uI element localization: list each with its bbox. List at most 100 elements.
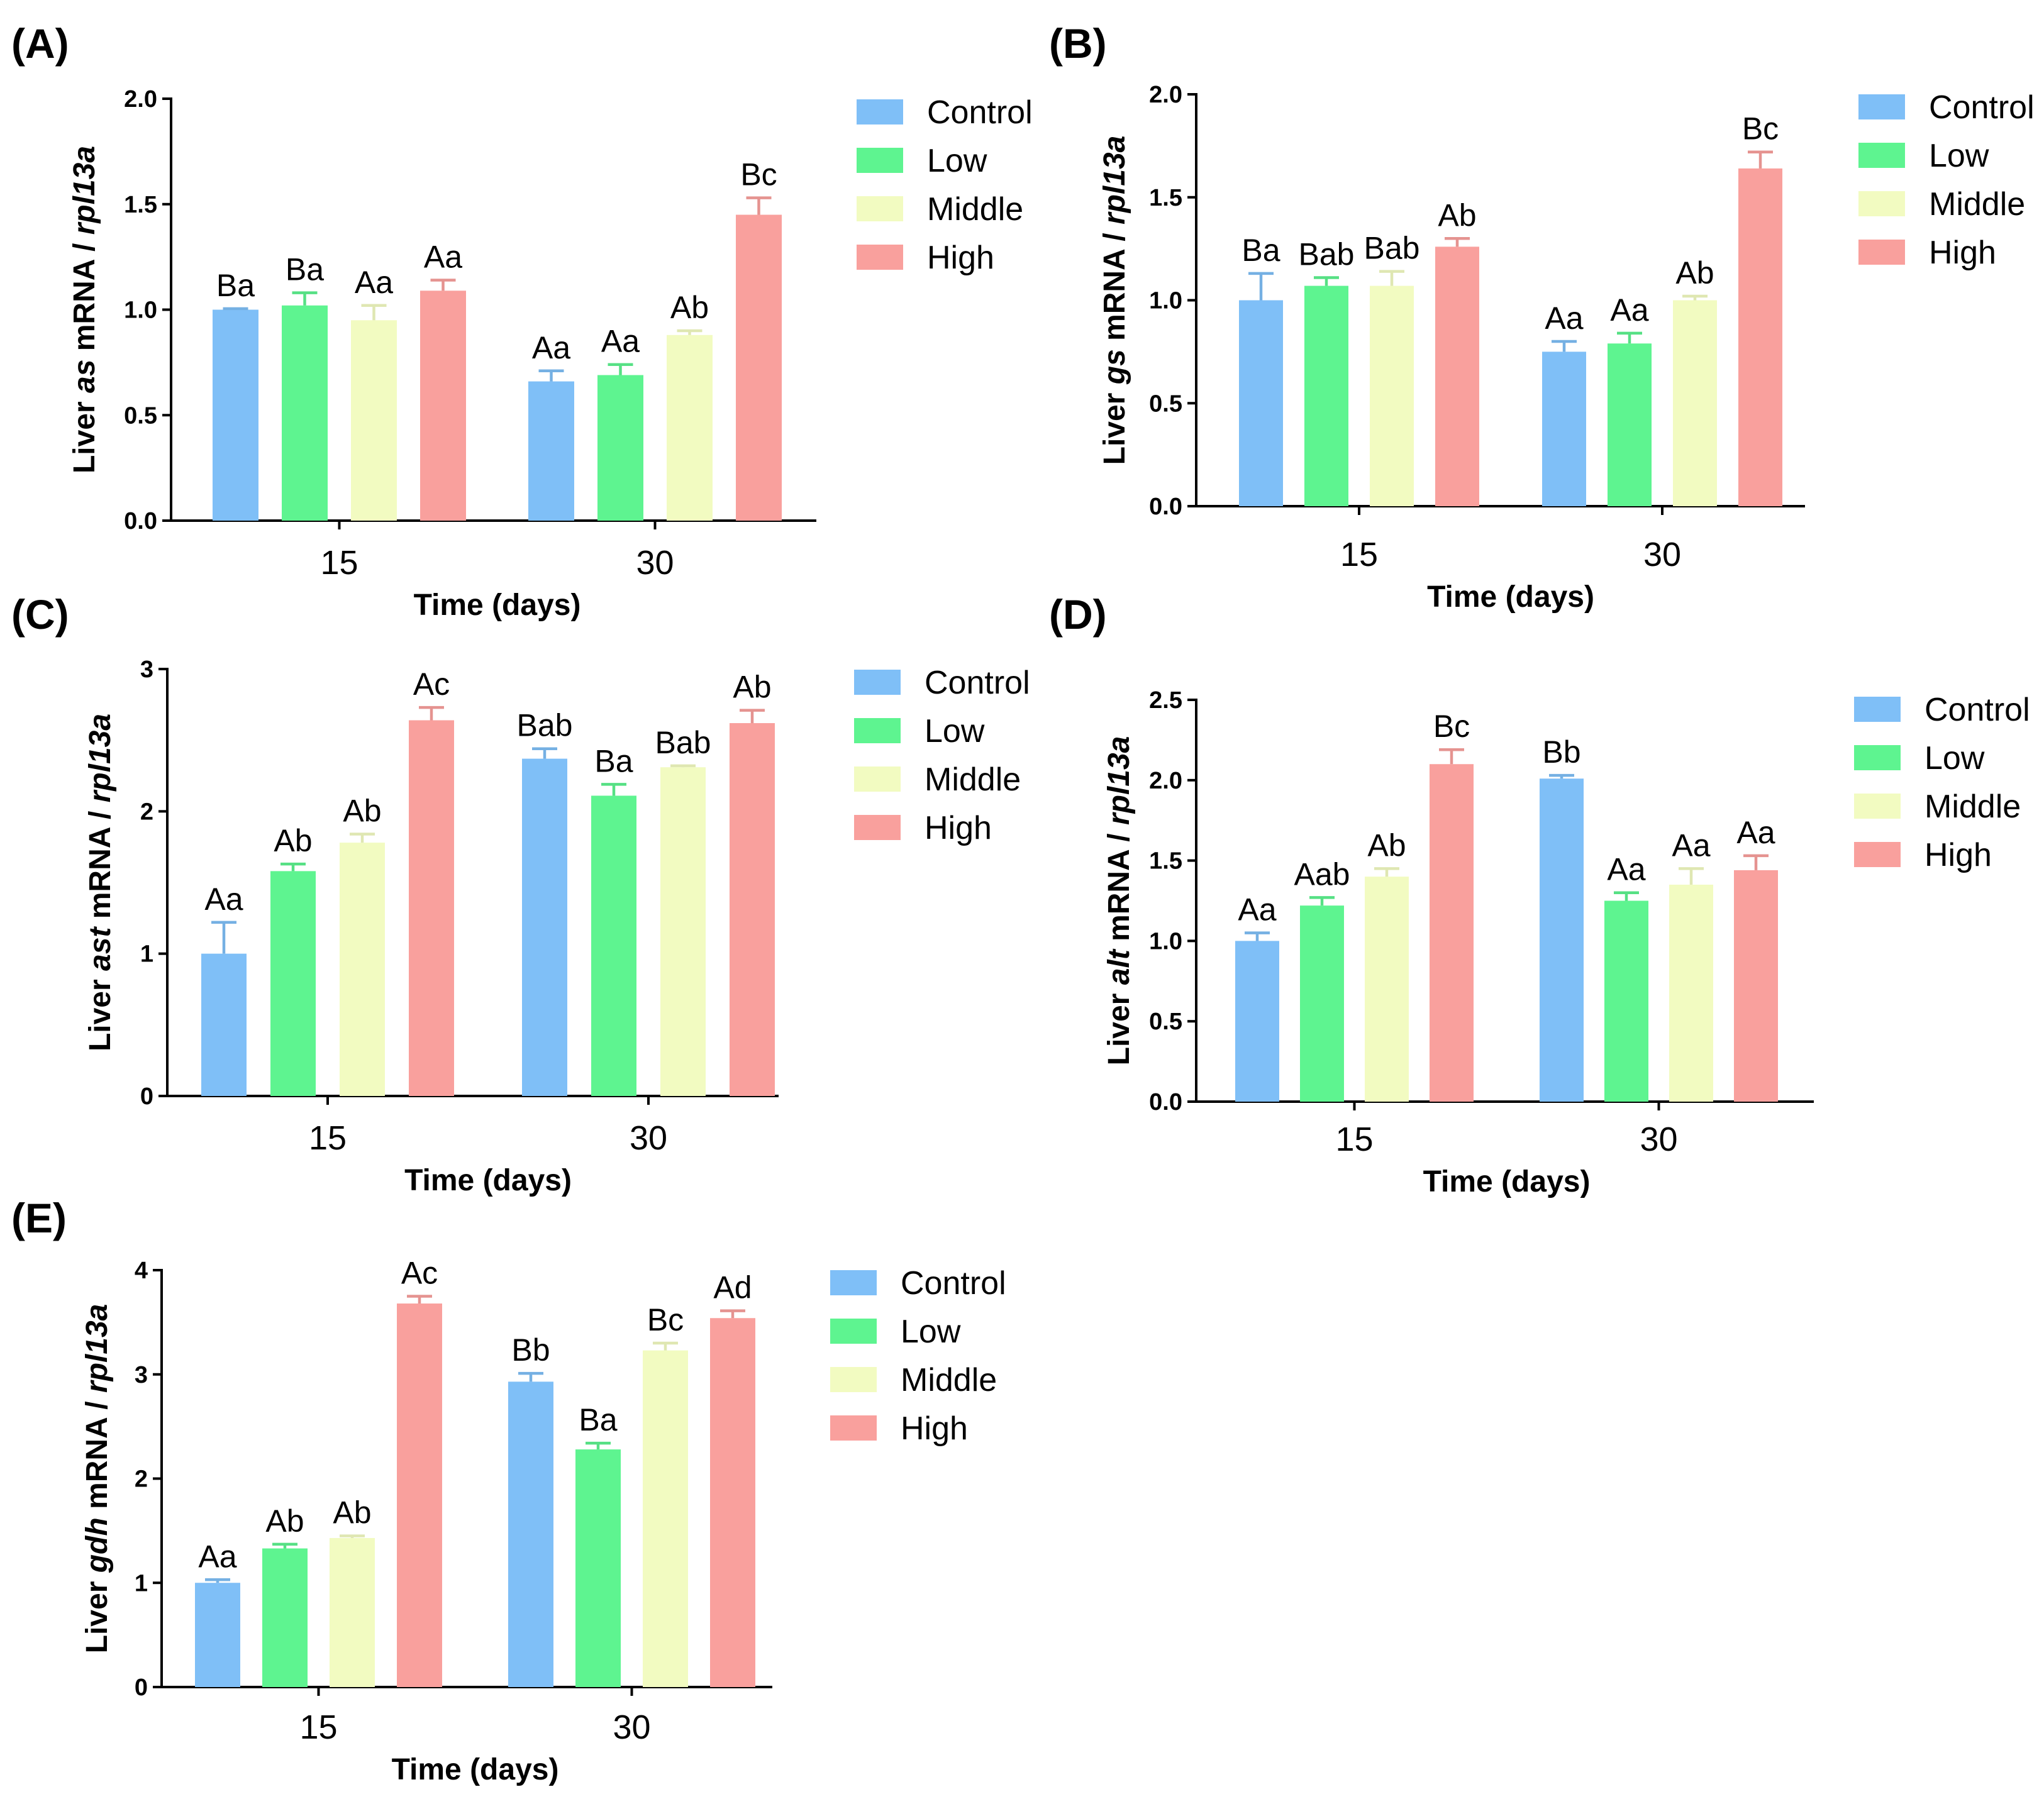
legend-label-control: Control xyxy=(1929,89,2035,126)
y-axis-title-reference: rpl13a xyxy=(1098,136,1131,224)
x-axis-title: Time (days) xyxy=(1427,580,1594,614)
legend-label-control: Control xyxy=(901,1265,1006,1302)
y-tick-label: 1 xyxy=(140,941,153,968)
y-tick-label: 2.0 xyxy=(1149,82,1182,108)
significance-label: Aa xyxy=(1607,852,1645,887)
significance-label: Aa xyxy=(601,324,640,359)
y-tick-label: 2.0 xyxy=(124,86,157,113)
x-tick-label: 15 xyxy=(299,1708,337,1746)
y-tick-label: 3 xyxy=(135,1362,148,1388)
bar-high-day-15 xyxy=(397,1303,442,1687)
legend-label-high: High xyxy=(1929,235,1996,271)
bar-high-day-15 xyxy=(1435,246,1479,506)
legend-swatch-middle xyxy=(854,766,901,792)
panel-label: (B) xyxy=(1049,20,1107,67)
y-axis-title-part: mRNA / xyxy=(81,1393,114,1517)
y-tick-label: 1.0 xyxy=(124,297,157,324)
y-tick-label: 3 xyxy=(140,656,153,683)
bar-control-day-30 xyxy=(1540,778,1584,1102)
y-axis-title: Liver gdh mRNA / rpl13a xyxy=(81,1304,114,1654)
panel-label: (A) xyxy=(11,20,69,67)
significance-label: Aa xyxy=(1238,892,1276,927)
x-tick-label: 30 xyxy=(1643,536,1681,573)
significance-label: Ba xyxy=(1241,233,1280,268)
y-tick-label: 0.5 xyxy=(1149,1009,1182,1035)
chart-panel-b-gs: (B) 0.0 0.5 1.0 1.5 2.0 15 Ba Bab Bab Ab 30 Aa Aa Ab Bc… xyxy=(1049,20,2035,614)
significance-label: Aa xyxy=(1545,301,1583,336)
legend-swatch-middle xyxy=(1854,794,1901,819)
legend-label-middle: Middle xyxy=(1925,789,2021,825)
significance-label: Ac xyxy=(401,1255,438,1290)
bar-low-day-15 xyxy=(270,871,316,1096)
y-tick-label: 1 xyxy=(135,1570,148,1596)
bar-high-day-15 xyxy=(420,291,466,521)
significance-label: Bab xyxy=(1364,231,1420,266)
bar-low-day-30 xyxy=(591,795,636,1096)
y-tick-label: 1.0 xyxy=(1149,928,1182,955)
bar-middle-day-30 xyxy=(667,335,713,521)
significance-label: Ab xyxy=(343,794,381,829)
legend-swatch-low xyxy=(1858,143,1905,168)
bar-high-day-30 xyxy=(730,723,775,1096)
bar-middle-day-15 xyxy=(1370,285,1414,506)
x-tick-label: 15 xyxy=(1335,1121,1373,1158)
y-tick-label: 0.0 xyxy=(1149,1089,1182,1115)
significance-label: Aa xyxy=(355,265,393,300)
significance-label: Ab xyxy=(333,1495,371,1530)
bar-control-day-30 xyxy=(508,1381,553,1687)
significance-label: Ba xyxy=(594,743,633,778)
significance-label: Bb xyxy=(1542,734,1580,770)
y-axis-title: Liver gs mRNA / rpl13a xyxy=(1098,136,1131,465)
y-axis-title-part: mRNA / xyxy=(1098,224,1131,349)
significance-label: Ab xyxy=(1367,827,1406,863)
chart-panel-a-as: (A) 0.0 0.5 1.0 1.5 2.0 15 Ba Ba Aa Aa 30 Aa Aa Ab Bc Ti… xyxy=(11,20,1033,622)
x-axis-title: Time (days) xyxy=(404,1164,572,1197)
legend-swatch-low xyxy=(830,1319,877,1344)
x-tick-label: 15 xyxy=(320,544,358,582)
legend-swatch-control xyxy=(1854,697,1901,722)
y-axis-title-part: mRNA / xyxy=(68,235,101,359)
x-axis-title: Time (days) xyxy=(392,1753,559,1786)
significance-label: Ac xyxy=(413,667,450,702)
significance-label: Aa xyxy=(1610,292,1648,328)
significance-label: Bc xyxy=(1433,709,1470,744)
significance-label: Ad xyxy=(713,1270,752,1305)
y-tick-label: 4 xyxy=(135,1258,148,1284)
bar-middle-day-15 xyxy=(340,843,385,1096)
bar-middle-day-30 xyxy=(643,1350,688,1687)
x-axis-title: Time (days) xyxy=(1423,1165,1591,1198)
bar-low-day-30 xyxy=(597,375,643,521)
significance-label: Bab xyxy=(517,708,573,743)
legend-swatch-control xyxy=(830,1270,877,1295)
panel-label: (C) xyxy=(11,591,69,638)
significance-label: Ba xyxy=(286,252,324,287)
y-axis-title-part: Liver xyxy=(81,1573,114,1653)
y-axis-title-gene: gdh xyxy=(81,1517,114,1573)
legend-label-control: Control xyxy=(925,665,1030,701)
bar-control-day-15 xyxy=(195,1583,240,1687)
y-tick-label: 1.5 xyxy=(124,192,157,218)
bar-high-day-15 xyxy=(409,720,454,1096)
bar-low-day-15 xyxy=(282,305,328,521)
y-axis-title-part: Liver xyxy=(1103,985,1136,1065)
legend-label-low: Low xyxy=(1929,138,1989,174)
y-tick-label: 0.0 xyxy=(124,508,157,534)
legend-label-low: Low xyxy=(925,713,985,750)
legend-swatch-middle xyxy=(1858,191,1905,216)
y-axis-title-reference: rpl13a xyxy=(68,146,101,235)
legend-swatch-middle xyxy=(857,196,903,221)
significance-label: Ab xyxy=(265,1503,304,1539)
chart-panel-d-alt: (D) 0.0 0.5 1.0 1.5 2.0 2.5 15 Aa Aab Ab Bc 30 Bb Aa Aa… xyxy=(1049,591,2030,1198)
significance-label: Aab xyxy=(1294,856,1350,892)
x-tick-label: 30 xyxy=(630,1119,667,1157)
y-tick-label: 0 xyxy=(135,1674,148,1701)
bar-low-day-15 xyxy=(1300,905,1344,1102)
x-axis-title: Time (days) xyxy=(414,589,581,622)
bar-high-day-15 xyxy=(1430,764,1474,1102)
y-axis-title-part: Liver xyxy=(68,393,101,473)
y-tick-label: 1.5 xyxy=(1149,185,1182,211)
significance-label: Bab xyxy=(655,725,711,760)
bar-low-day-15 xyxy=(262,1548,308,1687)
bar-high-day-30 xyxy=(1734,870,1778,1102)
legend-swatch-low xyxy=(854,718,901,743)
